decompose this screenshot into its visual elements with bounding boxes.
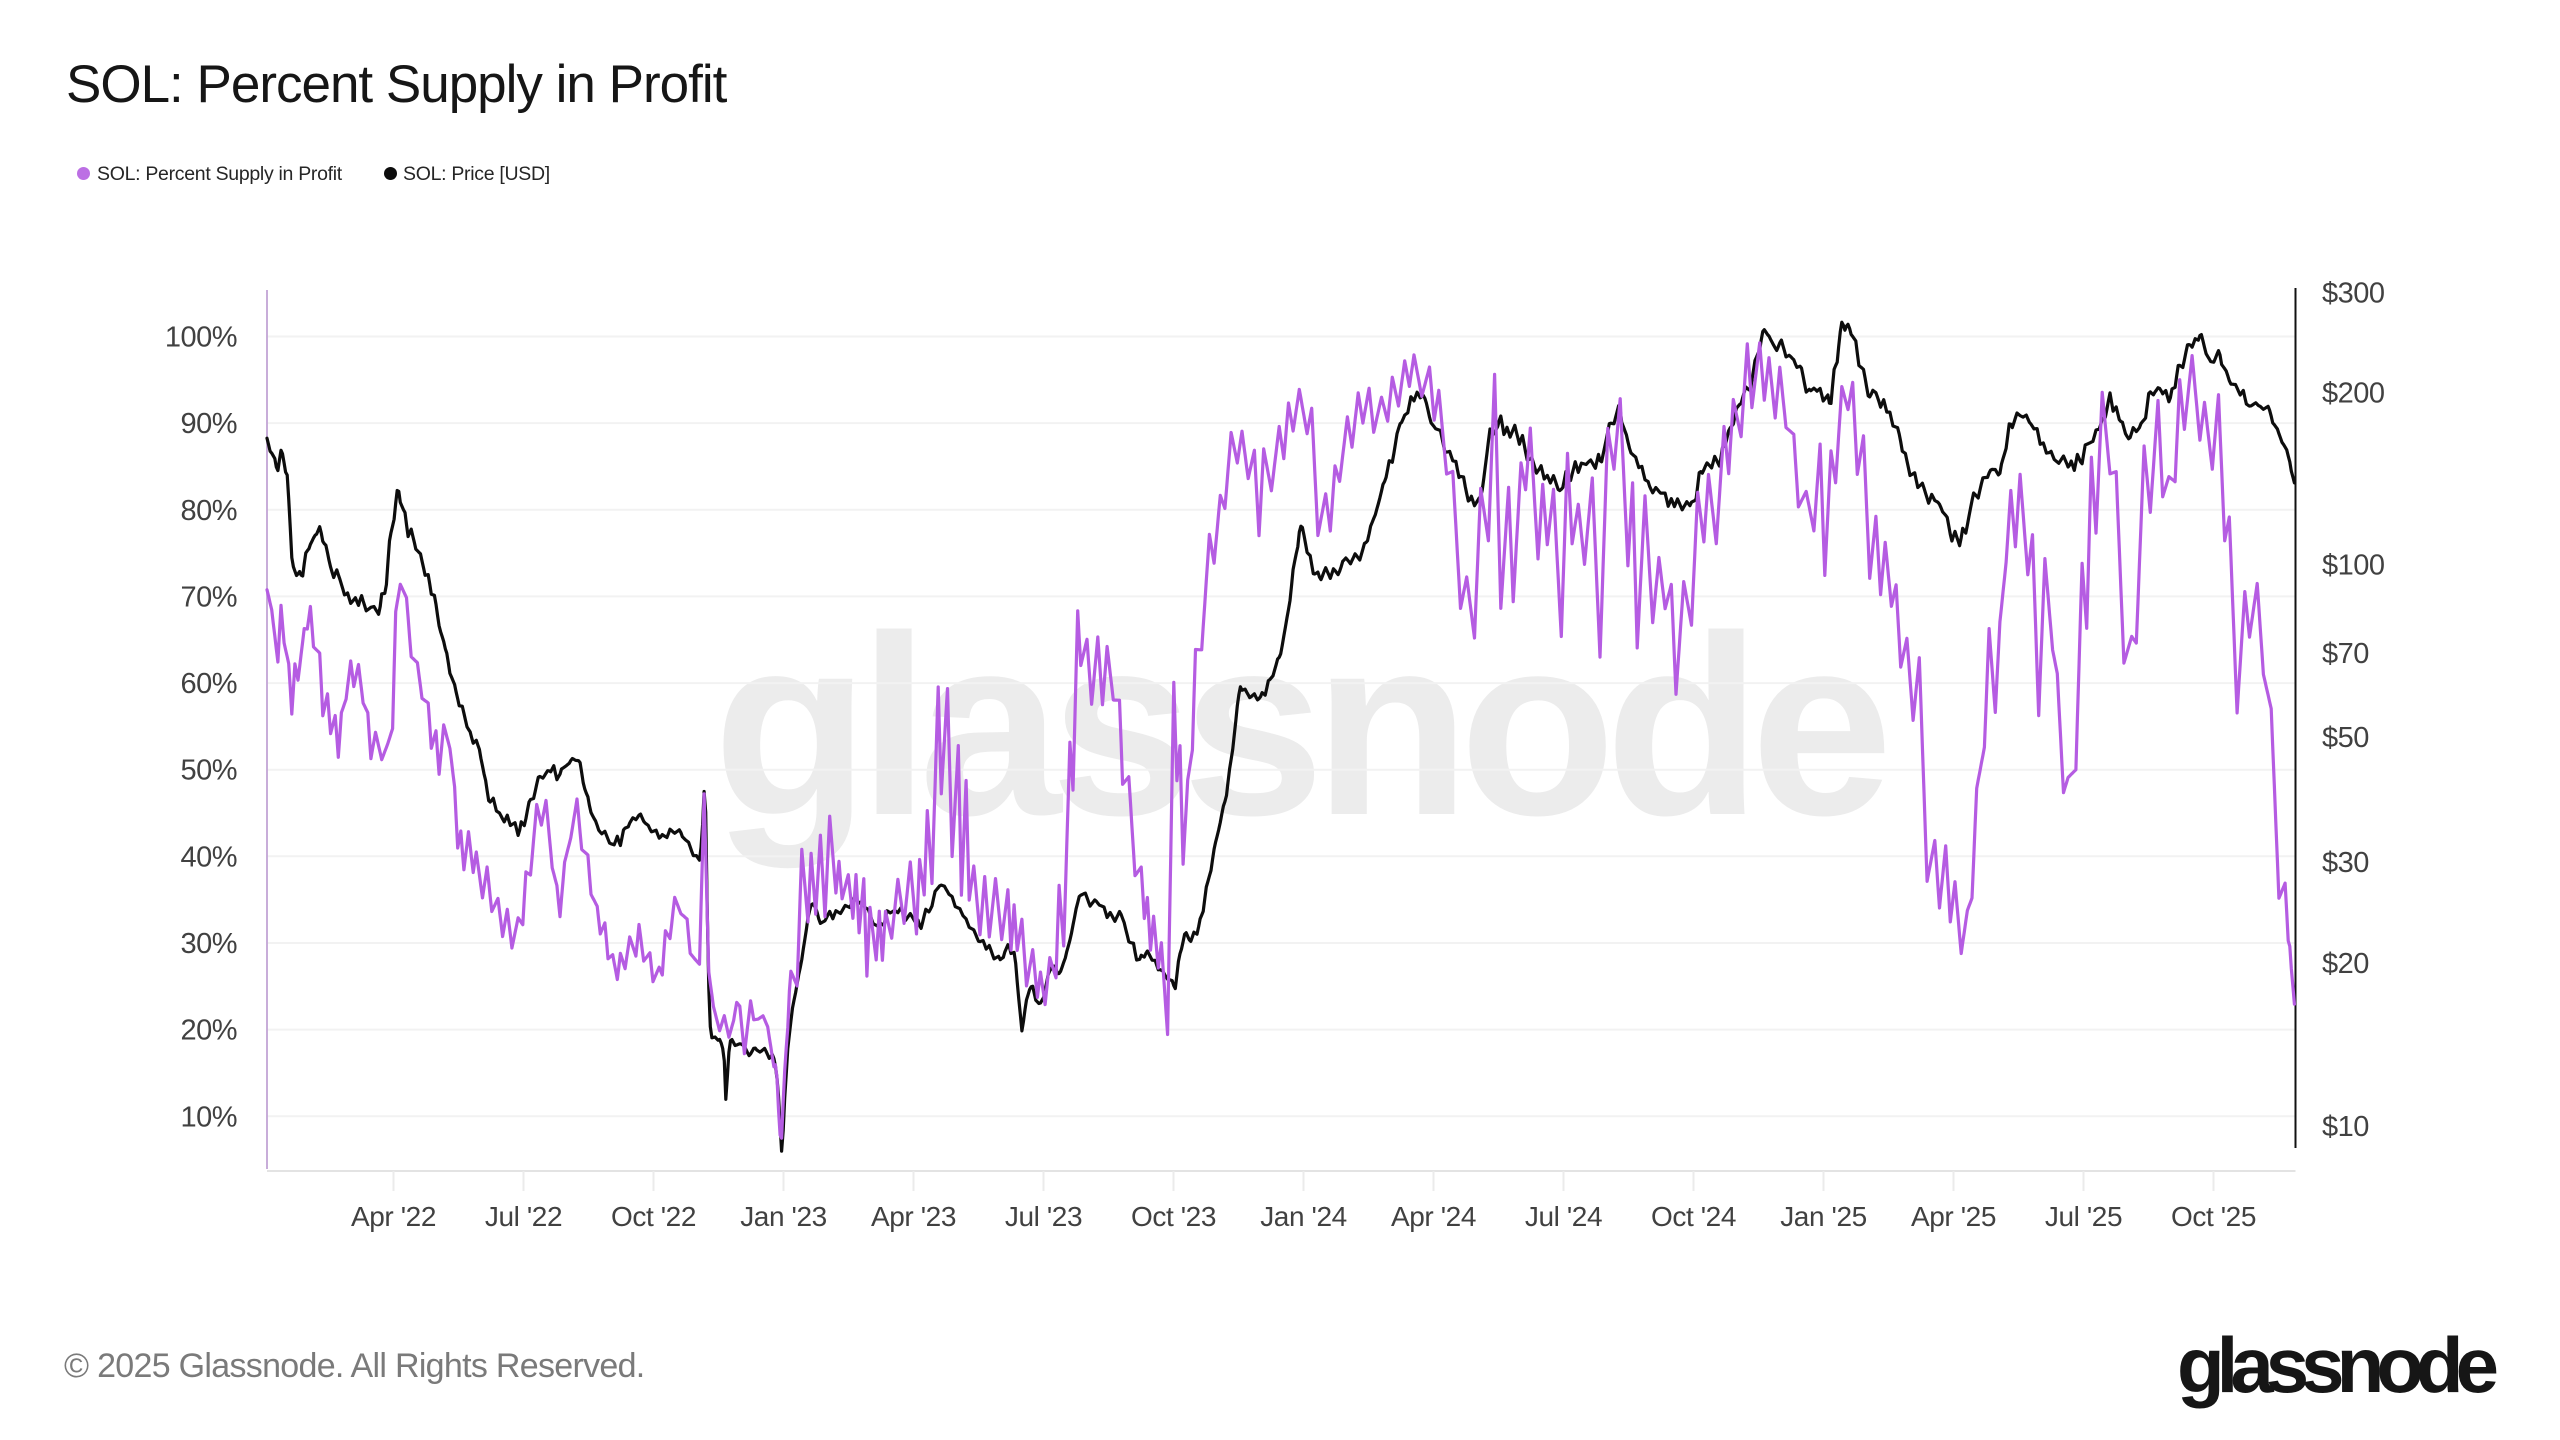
svg-text:$20: $20 — [2322, 948, 2369, 980]
svg-text:$100: $100 — [2322, 550, 2385, 582]
svg-text:glassnode: glassnode — [2177, 1328, 2497, 1409]
svg-text:Apr '23: Apr '23 — [871, 1201, 956, 1232]
svg-text:50%: 50% — [180, 755, 237, 787]
svg-text:100%: 100% — [165, 322, 237, 354]
svg-text:$70: $70 — [2322, 638, 2369, 670]
svg-text:$200: $200 — [2322, 378, 2385, 410]
svg-text:Oct '25: Oct '25 — [2171, 1201, 2256, 1232]
svg-text:Jul '23: Jul '23 — [1005, 1201, 1082, 1232]
svg-text:Apr '22: Apr '22 — [351, 1201, 436, 1232]
svg-text:30%: 30% — [180, 928, 237, 960]
svg-text:60%: 60% — [180, 668, 237, 700]
svg-text:$50: $50 — [2322, 722, 2369, 754]
svg-text:40%: 40% — [180, 841, 237, 873]
svg-text:glassnode: glassnode — [713, 583, 1891, 869]
svg-text:Jul '24: Jul '24 — [1525, 1201, 1602, 1232]
svg-text:Oct '24: Oct '24 — [1651, 1201, 1736, 1232]
svg-text:Jul '25: Jul '25 — [2045, 1201, 2122, 1232]
svg-text:80%: 80% — [180, 495, 237, 527]
svg-text:Apr '24: Apr '24 — [1391, 1201, 1476, 1232]
svg-text:Jan '25: Jan '25 — [1780, 1201, 1867, 1232]
svg-text:90%: 90% — [180, 408, 237, 440]
svg-text:Jan '24: Jan '24 — [1260, 1201, 1347, 1232]
svg-text:Jul '22: Jul '22 — [485, 1201, 562, 1232]
svg-text:70%: 70% — [180, 581, 237, 613]
svg-text:20%: 20% — [180, 1015, 237, 1047]
svg-text:Oct '22: Oct '22 — [611, 1201, 696, 1232]
svg-text:Jan '23: Jan '23 — [740, 1201, 827, 1232]
svg-text:$10: $10 — [2322, 1111, 2369, 1143]
svg-text:10%: 10% — [180, 1101, 237, 1133]
svg-text:Oct '23: Oct '23 — [1131, 1201, 1216, 1232]
svg-text:$30: $30 — [2322, 847, 2369, 879]
svg-text:Apr '25: Apr '25 — [1911, 1201, 1996, 1232]
svg-text:$300: $300 — [2322, 278, 2385, 310]
